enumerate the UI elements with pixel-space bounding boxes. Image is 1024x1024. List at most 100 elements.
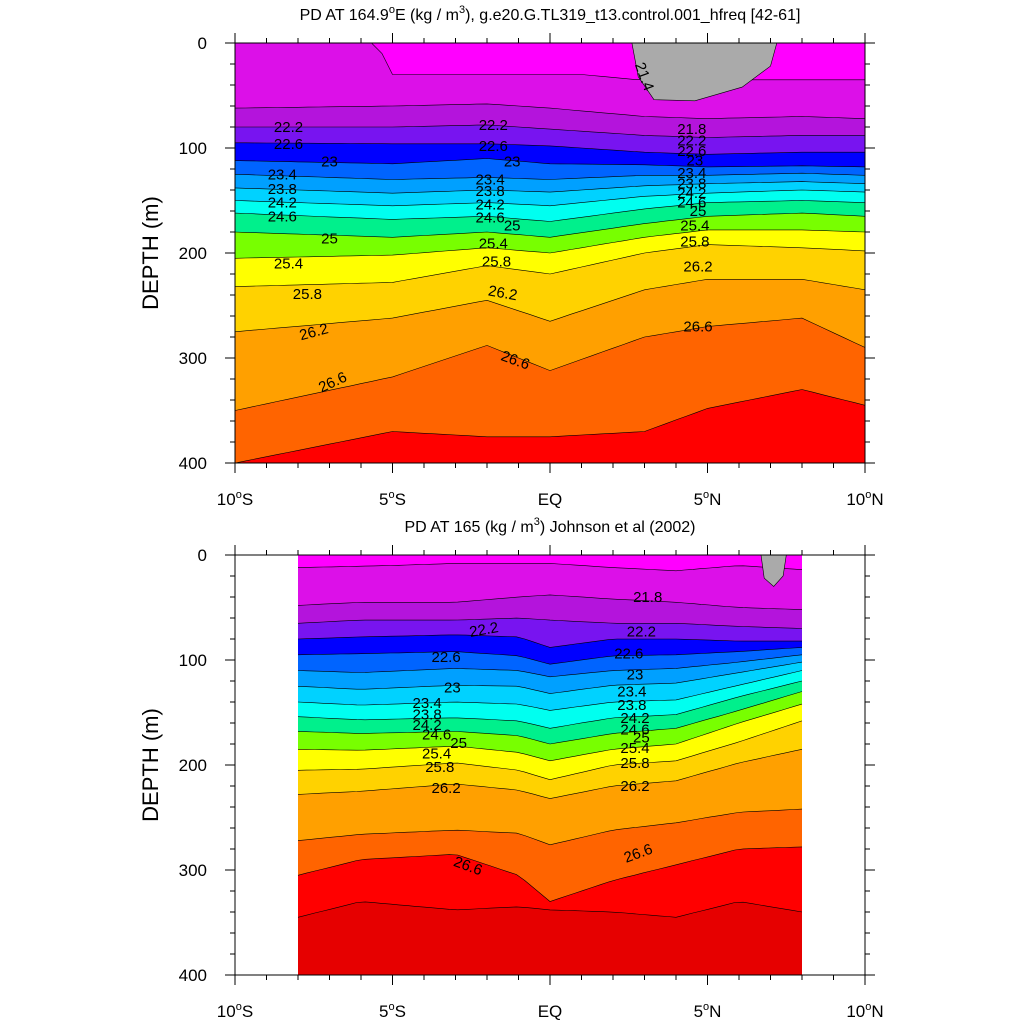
y-tick-label: 300 <box>179 349 207 368</box>
x-tick-label: 10oN <box>846 1001 883 1021</box>
y-tick-label: 400 <box>179 454 207 473</box>
missing-data-patch <box>760 555 787 587</box>
isopycnal-line <box>235 200 865 222</box>
isopycnal-line <box>297 901 803 918</box>
density-band <box>298 901 802 975</box>
y-tick-label: 100 <box>179 651 207 670</box>
isopycnal-line <box>297 634 802 648</box>
contour-label: 24.2 <box>620 710 649 727</box>
contour-label: 24.6 <box>268 208 297 225</box>
contour-label: 22.2 <box>627 624 656 641</box>
isopycnal-line <box>297 720 803 781</box>
contour-label: 25.8 <box>482 253 511 270</box>
x-tick-label: 10oN <box>846 489 883 509</box>
x-tick-label: EQ <box>538 1002 563 1021</box>
density-band <box>235 389 865 463</box>
y-tick-label: 0 <box>198 34 207 53</box>
x-tick-label: EQ <box>538 490 563 509</box>
isopycnal-line <box>297 661 803 694</box>
contour-label: 24.6 <box>475 209 504 226</box>
missing-data-region <box>631 43 778 102</box>
contour-fill <box>298 555 802 975</box>
x-tick-label: 5oS <box>379 1001 406 1021</box>
isopycnal-line <box>297 594 803 610</box>
x-tick-label: 5oN <box>694 1001 722 1021</box>
contour-label: 22.6 <box>479 138 508 155</box>
contour-label: 24.2 <box>677 185 706 202</box>
contour-label: 23.4 <box>617 684 646 701</box>
missing-data-patch <box>631 43 778 102</box>
contour-label: 24.2 <box>412 717 441 734</box>
contour-label: 23.4 <box>268 166 297 183</box>
y-axis-label: DEPTH (m) <box>138 708 163 822</box>
contour-label: 23.4 <box>475 172 504 189</box>
contour-fill <box>235 43 865 463</box>
contour-label: 25 <box>633 730 650 747</box>
contour-label: 23.8 <box>268 181 297 198</box>
contour-label: 25 <box>504 218 521 235</box>
isopycnal-line <box>297 808 803 846</box>
contour-label: 23.8 <box>475 183 504 200</box>
isopycnal-line <box>297 691 803 745</box>
contour-label: 26.2 <box>431 780 460 797</box>
contour-label: 23.8 <box>677 176 706 193</box>
contour-label: 25.4 <box>422 746 451 763</box>
contour-label: 21.8 <box>633 589 662 606</box>
contour-label: 25 <box>690 203 707 220</box>
contour-label: 22.2 <box>677 133 706 150</box>
contour-label: 26.2 <box>683 259 712 276</box>
isopycnal-line <box>235 103 865 119</box>
contour-label: 23.4 <box>412 695 441 712</box>
isopycnal-line <box>235 278 865 333</box>
missing-data-region <box>760 555 787 587</box>
axes: 0 100 200 300 400 10oS 5oS EQ 5oN 10oN <box>179 545 884 1021</box>
contour-label: 22.6 <box>614 646 643 663</box>
isopycnal-line <box>297 670 803 711</box>
contour-lines <box>297 563 803 918</box>
contour-label: 25.4 <box>680 218 709 235</box>
contour-label: 22.2 <box>479 117 508 134</box>
x-tick-label: 5oN <box>694 489 722 509</box>
contour-label: 23 <box>444 679 461 696</box>
contour-label: 22.6 <box>431 649 460 666</box>
y-axis-label: DEPTH (m) <box>138 196 163 310</box>
isopycnal-line <box>235 244 865 287</box>
contour-label: 22.6 <box>274 136 303 153</box>
y-tick-label: 300 <box>179 861 207 880</box>
contour-label: 23 <box>321 154 338 171</box>
contour-label: 26.6 <box>683 319 712 336</box>
isopycnal-line <box>235 189 865 207</box>
contour-label: 23.8 <box>617 697 646 714</box>
contour-label: 26.2 <box>298 320 331 344</box>
contour-label: 25.8 <box>425 759 454 776</box>
contour-label: 23 <box>627 667 644 684</box>
isopycnal-line <box>235 124 865 138</box>
contour-label: 25 <box>321 230 338 247</box>
contour-label: 25.8 <box>293 286 322 303</box>
x-tick-label: 10oS <box>217 489 253 509</box>
contour-label: 25 <box>450 735 467 752</box>
contour-lines <box>235 43 865 463</box>
x-tick-label: 5oS <box>379 489 406 509</box>
isopycnal-line <box>297 846 803 902</box>
isopycnal-line <box>297 647 803 665</box>
contour-label: 25.4 <box>274 256 303 273</box>
contour-label: 21.8 <box>677 121 706 138</box>
y-tick-label: 200 <box>179 756 207 775</box>
contour-label: 22.2 <box>468 619 500 641</box>
isopycnal-line <box>235 389 865 463</box>
contour-label: 24.6 <box>677 195 706 212</box>
isopycnal-line <box>235 317 865 411</box>
model-density-panel: PD AT 164.9oE (kg / m3), g.e20.G.TL319_t… <box>138 4 884 509</box>
isopycnal-line <box>297 680 803 729</box>
panel-title: PD AT 164.9oE (kg / m3), g.e20.G.TL319_t… <box>300 4 801 24</box>
panel-title: PD AT 165 (kg / m3) Johnson et al (2002) <box>404 516 695 536</box>
contour-label: 25.8 <box>680 233 709 250</box>
y-tick-label: 0 <box>198 546 207 565</box>
isopycnal-line <box>235 181 865 194</box>
y-tick-label: 100 <box>179 139 207 158</box>
isopycnal-line <box>297 563 803 572</box>
contour-label: 25.4 <box>479 236 508 253</box>
contour-label: 24.2 <box>268 195 297 212</box>
